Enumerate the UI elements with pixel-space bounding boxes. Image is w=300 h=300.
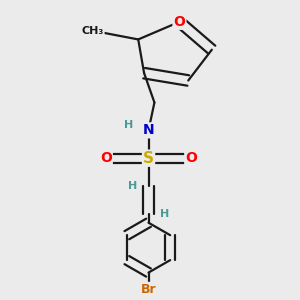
Text: N: N	[143, 123, 154, 137]
Text: O: O	[173, 15, 185, 29]
Text: S: S	[143, 151, 154, 166]
Text: CH₃: CH₃	[82, 26, 104, 36]
Text: O: O	[100, 151, 112, 165]
Text: H: H	[124, 120, 133, 130]
Text: H: H	[160, 209, 169, 219]
Text: O: O	[185, 151, 197, 165]
Text: Br: Br	[141, 283, 156, 296]
Text: H: H	[128, 181, 137, 191]
